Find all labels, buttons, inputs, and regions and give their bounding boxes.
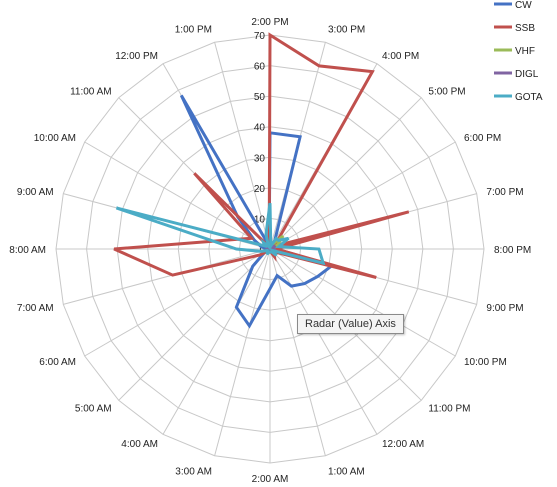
category-label: 10:00 AM — [34, 133, 76, 144]
value-tick-label: 30 — [254, 153, 266, 164]
grid-spoke — [214, 42, 271, 250]
radar-value-axis-tooltip: Radar (Value) Axis — [297, 314, 404, 334]
grid-spoke — [269, 248, 456, 357]
category-label: 1:00 PM — [175, 25, 212, 36]
grid-spoke — [269, 248, 326, 456]
category-label: 9:00 AM — [17, 187, 54, 198]
category-label: 8:00 AM — [9, 245, 46, 256]
series-line-gota — [115, 202, 326, 266]
value-tick-label: 60 — [254, 62, 266, 73]
category-label: 3:00 AM — [175, 466, 212, 477]
legend-label-digl: DIGL — [515, 69, 539, 80]
grid-spoke — [84, 141, 271, 250]
series-lines — [113, 32, 410, 329]
grid-spoke — [118, 248, 271, 401]
legend[interactable]: CW SSB VHF DIGL GOTA — [494, 0, 543, 103]
category-label: 3:00 PM — [328, 25, 365, 36]
category-label: 5:00 AM — [75, 403, 112, 414]
value-tick-label: 10 — [254, 214, 266, 225]
category-label: 7:00 PM — [486, 187, 523, 198]
legend-label-cw: CW — [515, 0, 532, 11]
category-axis-labels: 2:00 PM 3:00 PM 4:00 PM 5:00 PM 6:00 PM 7:00 … — [9, 17, 531, 485]
category-label: 5:00 PM — [428, 87, 465, 98]
category-label: 11:00 AM — [70, 87, 112, 98]
grid-spoke — [269, 141, 456, 250]
grid-spoke — [269, 248, 378, 435]
category-label: 12:00 PM — [115, 51, 158, 62]
category-label: 11:00 PM — [428, 403, 470, 414]
category-label: 6:00 AM — [39, 357, 76, 368]
legend-label-gota: GOTA — [515, 92, 543, 103]
value-tick-label: 70 — [254, 31, 266, 42]
category-label: 1:00 AM — [328, 466, 365, 477]
category-label: 2:00 AM — [252, 474, 289, 485]
legend-label-ssb: SSB — [515, 23, 535, 34]
value-tick-label: 20 — [254, 184, 266, 195]
category-label: 2:00 PM — [251, 17, 288, 28]
category-label: 6:00 PM — [464, 133, 501, 144]
grid-spoke — [162, 248, 271, 435]
legend-label-vhf: VHF — [515, 46, 535, 57]
value-tick-label: 40 — [254, 123, 266, 134]
value-tick-label: 50 — [254, 92, 266, 103]
category-label: 8:00 PM — [494, 245, 531, 256]
grid-spoke — [269, 97, 422, 250]
category-label: 9:00 PM — [486, 303, 523, 314]
grid-spoke — [84, 248, 271, 357]
category-label: 7:00 AM — [17, 303, 54, 314]
category-label: 4:00 AM — [121, 439, 158, 450]
category-label: 4:00 PM — [382, 51, 419, 62]
category-label: 10:00 PM — [464, 357, 507, 368]
grid-spoke — [63, 248, 271, 305]
category-label: 12:00 AM — [382, 439, 424, 450]
grid-spoke — [214, 248, 271, 456]
